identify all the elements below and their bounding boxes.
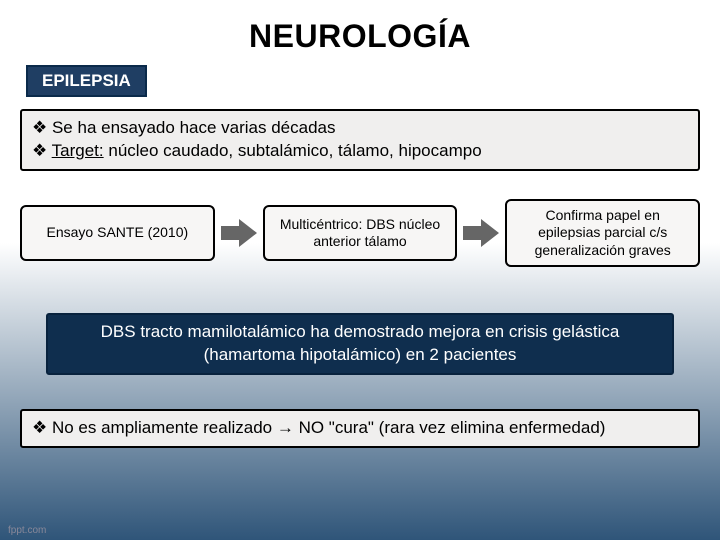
arrow-icon (221, 219, 257, 247)
slide-content: NEUROLOGÍA EPILEPSIA Se ha ensayado hace… (20, 18, 700, 448)
slide-title: NEUROLOGÍA (20, 18, 700, 55)
flow-box-3: Confirma papel en epilepsias parcial c/s… (505, 199, 700, 268)
intro-line-1: Se ha ensayado hace varias décadas (32, 117, 688, 140)
intro-card: Se ha ensayado hace varias décadas Targe… (20, 109, 700, 171)
flow-box-1: Ensayo SANTE (2010) (20, 205, 215, 261)
flow-box-2: Multicéntrico: DBS núcleo anterior tálam… (263, 205, 458, 261)
intro-target-text: núcleo caudado, subtalámico, tálamo, hip… (104, 141, 482, 160)
result-banner: DBS tracto mamilotalámico ha demostrado … (46, 313, 674, 375)
slide: NEUROLOGÍA EPILEPSIA Se ha ensayado hace… (0, 0, 720, 540)
footer-text: No es ampliamente realizado → NO "cura" … (32, 418, 605, 437)
flow-row: Ensayo SANTE (2010) Multicéntrico: DBS n… (20, 199, 700, 268)
section-tag: EPILEPSIA (26, 65, 147, 97)
footer-card: No es ampliamente realizado → NO "cura" … (20, 409, 700, 448)
watermark: fppt.com (8, 525, 46, 536)
intro-line-2: Target: núcleo caudado, subtalámico, tál… (32, 140, 688, 163)
arrow-icon (463, 219, 499, 247)
intro-target-label: Target: (52, 141, 104, 160)
